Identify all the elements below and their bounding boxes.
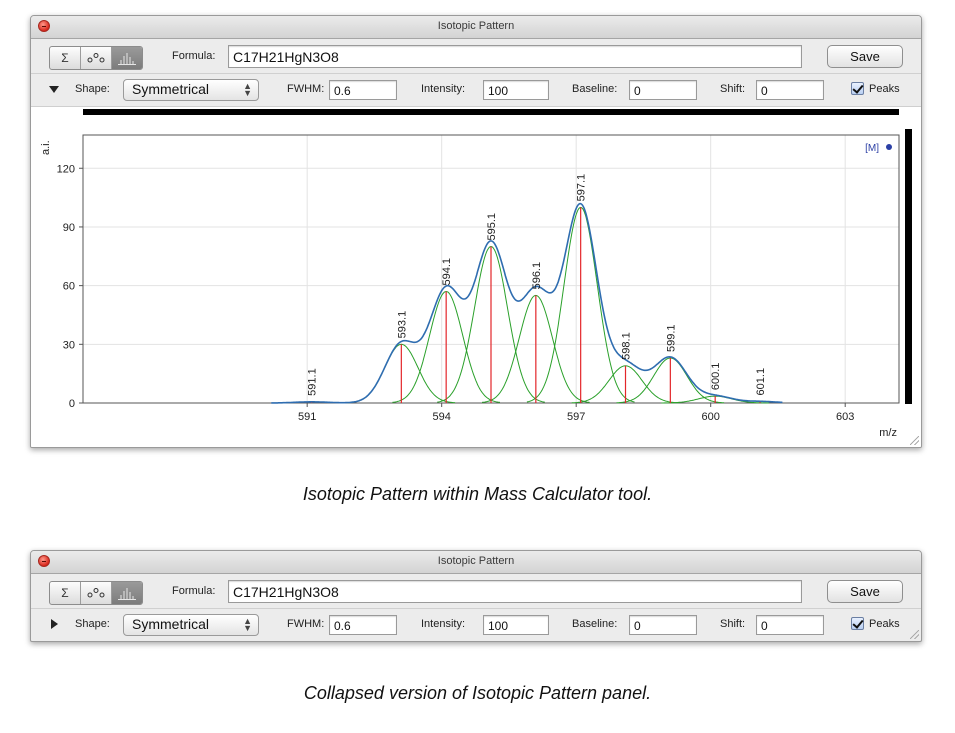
view-mode-segmented-control: Σ — [49, 46, 143, 70]
y-tick-label: 90 — [63, 222, 75, 234]
sum-icon[interactable]: Σ — [50, 47, 81, 69]
histogram-icon[interactable] — [112, 582, 142, 604]
formula-input[interactable]: C17H21HgN3O8 — [228, 580, 802, 603]
right-black-bar — [905, 129, 912, 404]
shape-label: Shape: — [75, 618, 110, 630]
caption-expanded: Isotopic Pattern within Mass Calculator … — [302, 484, 653, 504]
isotopic-pattern-window-collapsed: Isotopic Pattern Σ Formula: C17H21HgN3O8… — [30, 550, 922, 642]
peak-label: 596.1 — [531, 262, 543, 290]
x-tick-label: 594 — [433, 411, 451, 423]
select-arrows-icon: ▲ ▼ — [243, 81, 252, 98]
expand-triangle-icon[interactable] — [51, 619, 58, 629]
dots-icon[interactable] — [81, 47, 112, 69]
x-tick-label: 591 — [298, 411, 316, 423]
peaks-label: Peaks — [869, 618, 900, 630]
peak-label: 594.1 — [441, 258, 453, 286]
save-button[interactable]: Save — [827, 45, 903, 68]
fwhm-input[interactable]: 0.6 — [329, 615, 397, 635]
x-tick-label: 600 — [702, 411, 720, 423]
baseline-label: Baseline: — [572, 83, 618, 95]
histogram-icon[interactable] — [112, 47, 142, 69]
isotopic-pattern-window: Isotopic Pattern Σ Formula: C17H21HgN3O8… — [30, 15, 922, 448]
intensity-input[interactable]: 100 — [483, 615, 549, 635]
peak-label: 601.1 — [755, 368, 767, 396]
caption-collapsed: Collapsed version of Isotopic Pattern pa… — [303, 683, 652, 703]
isotopic-pattern-chart: 591 594 597 600 603 0 30 60 90 120 591.1 593.1 594.… — [40, 109, 912, 439]
peak-label: 597.1 — [576, 174, 588, 202]
baseline-input[interactable]: 0 — [629, 80, 697, 100]
view-mode-segmented-control: Σ — [49, 581, 143, 605]
peak-label: 591.1 — [307, 368, 319, 396]
dots-icon[interactable] — [81, 582, 112, 604]
close-icon[interactable] — [38, 20, 50, 32]
peak-label: 598.1 — [621, 332, 633, 360]
shape-select-value: Symmetrical — [132, 81, 210, 97]
shift-label: Shift: — [720, 83, 746, 95]
x-tick-label: 597 — [567, 411, 585, 423]
formula-toolbar: Σ Formula: C17H21HgN3O8 Save — [31, 39, 921, 73]
intensity-label: Intensity: — [421, 618, 466, 630]
formula-toolbar: Σ Formula: C17H21HgN3O8 Save — [31, 574, 921, 608]
component-curve — [571, 365, 680, 404]
peak-label: 595.1 — [486, 213, 498, 241]
close-icon[interactable] — [38, 555, 50, 567]
save-button[interactable]: Save — [827, 580, 903, 603]
y-tick-label: 120 — [57, 163, 75, 175]
baseline-label: Baseline: — [572, 618, 618, 630]
intensity-input[interactable]: 100 — [483, 80, 549, 100]
top-black-bar — [83, 109, 899, 115]
y-tick-label: 0 — [69, 398, 75, 410]
title-bar: Isotopic Pattern — [31, 16, 921, 39]
options-bar: Shape: Symmetrical ▲ ▼ FWHM: 0.6 Intensit… — [31, 73, 921, 106]
y-tick-label: 60 — [63, 281, 75, 293]
peak-label: 600.1 — [710, 363, 722, 391]
dots-icon-glyph — [87, 588, 105, 598]
histogram-icon-glyph — [118, 588, 136, 600]
window-title: Isotopic Pattern — [437, 555, 515, 567]
shape-label: Shape: — [75, 83, 110, 95]
shift-input[interactable]: 0 — [756, 80, 824, 100]
component-curve — [481, 294, 590, 403]
peaks-checkbox[interactable] — [851, 617, 864, 630]
peaks-label: Peaks — [869, 83, 900, 95]
component-curve — [616, 357, 725, 404]
dots-icon-glyph — [87, 53, 105, 63]
y-axis-label: a.i. — [40, 140, 52, 155]
shape-select[interactable]: Symmetrical ▲ ▼ — [123, 79, 259, 101]
legend-dot-icon — [886, 144, 892, 150]
intensity-label: Intensity: — [421, 83, 466, 95]
legend-entry: [M] — [865, 143, 879, 154]
y-tick-label: 30 — [63, 339, 75, 351]
x-tick-label: 603 — [836, 411, 854, 423]
collapse-triangle-icon[interactable] — [49, 86, 59, 93]
formula-input[interactable]: C17H21HgN3O8 — [228, 45, 802, 68]
baseline-input[interactable]: 0 — [629, 615, 697, 635]
component-curve — [437, 245, 545, 403]
options-bar: Shape: Symmetrical ▲ ▼ FWHM: 0.6 Intensit… — [31, 608, 921, 641]
formula-label: Formula: — [172, 50, 216, 62]
select-arrows-icon: ▲ ▼ — [243, 616, 252, 633]
fwhm-input[interactable]: 0.6 — [329, 80, 397, 100]
fwhm-label: FWHM: — [287, 83, 325, 95]
peak-label: 593.1 — [396, 311, 408, 339]
fwhm-label: FWHM: — [287, 618, 325, 630]
resize-grip-icon[interactable] — [910, 630, 919, 639]
x-axis-label: m/z — [879, 427, 897, 439]
histogram-icon-glyph — [118, 53, 136, 65]
peak-label: 599.1 — [665, 324, 677, 352]
window-title: Isotopic Pattern — [437, 20, 515, 32]
shift-input[interactable]: 0 — [756, 615, 824, 635]
envelope-curve — [271, 202, 783, 404]
title-bar: Isotopic Pattern — [31, 551, 921, 574]
peaks-checkbox[interactable] — [851, 82, 864, 95]
resize-grip-icon[interactable] — [910, 436, 919, 445]
shift-label: Shift: — [720, 618, 746, 630]
shape-select-value: Symmetrical — [132, 616, 210, 632]
shape-select[interactable]: Symmetrical ▲ ▼ — [123, 614, 259, 636]
spectrum-plot-area: 591 594 597 600 603 0 30 60 90 120 591.1 593.1 594.… — [31, 106, 921, 447]
formula-label: Formula: — [172, 585, 216, 597]
sum-icon[interactable]: Σ — [50, 582, 81, 604]
